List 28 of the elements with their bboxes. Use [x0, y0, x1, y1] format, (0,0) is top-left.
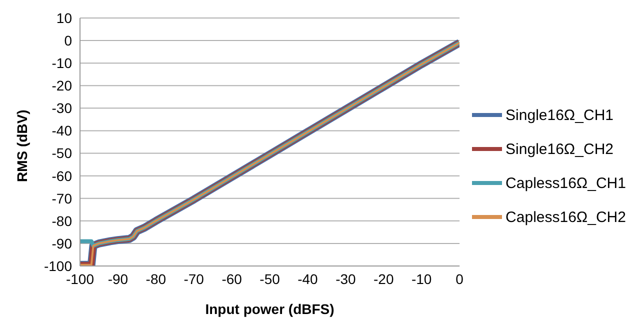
y-tick-label: -20 [52, 78, 72, 94]
y-tick-label: 0 [64, 32, 72, 49]
x-axis-title: Input power (dBFS) [205, 301, 334, 317]
y-tick-label: -40 [52, 122, 72, 139]
y-tick-label: -30 [52, 100, 72, 116]
x-tick-label: -70 [184, 270, 204, 287]
legend-label: Capless16Ω_CH1 [506, 174, 626, 192]
x-tick-label: -60 [222, 270, 242, 287]
x-tick-label: 0 [456, 270, 464, 287]
x-tick-label: -90 [108, 270, 128, 287]
legend-label: Capless16Ω_CH2 [506, 208, 626, 226]
y-tick-label: -10 [52, 55, 72, 72]
y-tick-label: -90 [52, 235, 72, 252]
y-tick-label: -80 [52, 212, 72, 229]
x-tick-label: -20 [374, 270, 394, 287]
x-tick-label: -10 [411, 270, 432, 287]
x-tick-label: -40 [298, 270, 318, 287]
y-axis-title: RMS (dBV) [14, 110, 30, 182]
y-tick-label: -70 [52, 190, 72, 206]
y-tick-label: 10 [56, 10, 72, 26]
y-tick-label: -100 [44, 258, 72, 274]
x-tick-label: -80 [146, 270, 166, 287]
legend-label: Single16Ω_CH2 [506, 140, 614, 158]
x-tick-label: -30 [336, 270, 356, 287]
y-tick-label: -60 [52, 168, 72, 184]
y-tick-label: -50 [52, 145, 72, 162]
legend-label: Single16Ω_CH1 [506, 106, 614, 124]
x-tick-label: -50 [260, 270, 280, 287]
